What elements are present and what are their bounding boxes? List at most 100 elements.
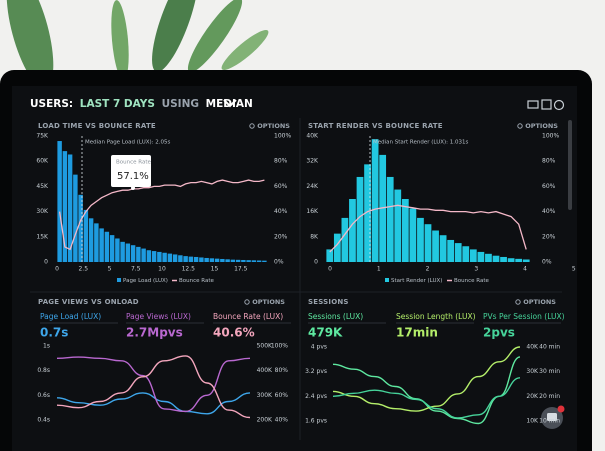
y2-tick-label: 100% bbox=[542, 133, 559, 140]
y2-tick-label: 20K bbox=[526, 393, 539, 400]
bar bbox=[439, 235, 447, 262]
y-tick-label: 40K bbox=[306, 133, 319, 140]
bar bbox=[246, 260, 251, 262]
bar bbox=[193, 256, 199, 262]
y-tick-label: 0.8s bbox=[37, 367, 50, 374]
bar bbox=[469, 249, 477, 262]
bar bbox=[386, 176, 394, 262]
bar bbox=[136, 246, 141, 262]
bar bbox=[341, 217, 349, 262]
metric-value: 479K bbox=[308, 326, 343, 340]
legend-label: Bounce Rate bbox=[179, 278, 214, 284]
options-icon bbox=[515, 299, 521, 305]
bar bbox=[73, 174, 78, 262]
bar bbox=[130, 245, 136, 262]
options-button[interactable]: OPTIONS bbox=[252, 298, 285, 306]
bar bbox=[104, 231, 110, 262]
y2-tick-label: 400K bbox=[257, 367, 273, 374]
bar bbox=[256, 260, 262, 262]
y-tick-label: 4 pvs bbox=[311, 344, 327, 351]
metric-value: 2pvs bbox=[483, 326, 515, 340]
icon-help[interactable] bbox=[553, 99, 565, 111]
y-tick-label: 75K bbox=[36, 133, 49, 140]
y-tick-label: 45K bbox=[36, 183, 49, 190]
options-button[interactable]: OPTIONS bbox=[523, 298, 556, 306]
bar bbox=[522, 259, 530, 262]
bar bbox=[172, 254, 178, 262]
metric-label: Page Load (LUX) bbox=[40, 312, 101, 321]
bar bbox=[167, 253, 173, 262]
bar bbox=[141, 248, 146, 262]
bar bbox=[57, 141, 62, 262]
bar bbox=[178, 255, 183, 262]
y2-tick-label: 10K bbox=[526, 418, 539, 425]
options-icon bbox=[249, 123, 255, 129]
series-line bbox=[332, 377, 521, 419]
bar bbox=[120, 241, 125, 262]
tooltip-title: Bounce Rate bbox=[116, 160, 151, 166]
metric-value: 2.7Mpvs bbox=[126, 326, 183, 340]
bar bbox=[262, 260, 267, 262]
icon-tv[interactable] bbox=[527, 100, 539, 109]
bar bbox=[462, 246, 470, 262]
bar bbox=[349, 199, 356, 262]
screen bbox=[12, 86, 577, 451]
header-prefix: USERS: bbox=[30, 98, 73, 110]
y2-tick-label: 80% bbox=[542, 158, 556, 165]
bar bbox=[477, 251, 485, 262]
bounce-line bbox=[58, 179, 265, 251]
bar bbox=[454, 243, 462, 262]
metric-label: PVs Per Session (LUX) bbox=[483, 312, 565, 321]
bar bbox=[214, 258, 220, 262]
bar bbox=[94, 223, 99, 262]
metric-label: Sessions (LUX) bbox=[308, 312, 363, 321]
y-tick-label: 32K bbox=[306, 158, 319, 165]
y3-tick-label: 100% bbox=[271, 343, 288, 350]
bar bbox=[447, 239, 455, 262]
header-title: USERS: LAST 7 DAYS USING MEDIAN bbox=[30, 98, 253, 110]
y2-tick-label: 60% bbox=[542, 183, 556, 190]
chat-icon bbox=[547, 413, 557, 421]
bar bbox=[209, 258, 215, 262]
series-line bbox=[56, 356, 251, 413]
y2-tick-label: 0% bbox=[274, 259, 284, 266]
y3-tick-label: 40 min bbox=[539, 344, 560, 351]
bar bbox=[188, 256, 194, 262]
y2-tick-label: 0% bbox=[542, 259, 552, 266]
bar bbox=[424, 224, 432, 262]
x-tick-label: 12.5 bbox=[182, 266, 196, 273]
x-tick-label: 5 bbox=[572, 266, 576, 273]
bar bbox=[417, 217, 424, 262]
panel-title: LOAD TIME VS BOUNCE RATE bbox=[38, 122, 156, 130]
y2-tick-label: 60% bbox=[274, 183, 288, 190]
y-tick-label: 2.4 pvs bbox=[305, 393, 327, 400]
chat-badge bbox=[557, 405, 565, 413]
x-tick-label: 1 bbox=[377, 266, 381, 273]
panel-title: START RENDER VS BOUNCE RATE bbox=[308, 122, 443, 130]
y3-tick-label: 30 min bbox=[539, 368, 560, 375]
bar bbox=[394, 189, 402, 262]
tooltip bbox=[111, 155, 151, 187]
bar bbox=[109, 235, 115, 262]
bar bbox=[225, 259, 230, 262]
y-tick-label: 60K bbox=[36, 158, 49, 165]
legend-label: Start Render (LUX) bbox=[391, 278, 442, 284]
bar bbox=[230, 259, 236, 262]
x-tick-label: 0 bbox=[328, 266, 332, 273]
options-button[interactable]: OPTIONS bbox=[257, 122, 290, 130]
header-mid: USING bbox=[162, 98, 199, 110]
x-tick-label: 5 bbox=[108, 266, 112, 273]
bar bbox=[115, 238, 120, 262]
y-tick-label: 1s bbox=[43, 343, 50, 350]
bar bbox=[409, 208, 417, 262]
y-tick-label: 0.4s bbox=[37, 417, 50, 424]
bar bbox=[78, 194, 83, 262]
dropdown-caret[interactable] bbox=[223, 99, 237, 108]
options-button[interactable]: OPTIONS bbox=[525, 122, 558, 130]
metric-value: 0.7s bbox=[40, 326, 68, 340]
icon-image[interactable] bbox=[541, 99, 552, 110]
bar bbox=[492, 255, 500, 262]
y2-tick-label: 100% bbox=[274, 133, 291, 140]
bar bbox=[204, 257, 209, 262]
